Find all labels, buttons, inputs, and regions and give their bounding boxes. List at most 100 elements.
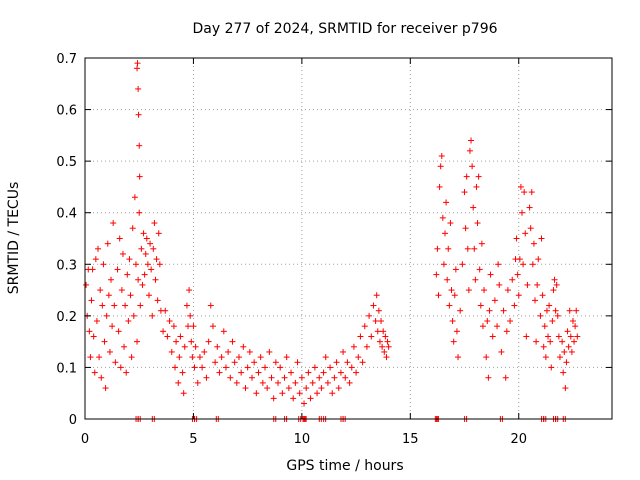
data-point — [151, 220, 158, 227]
data-point — [478, 240, 485, 247]
data-point — [251, 359, 258, 366]
data-point — [353, 369, 360, 376]
data-point — [445, 245, 452, 252]
data-point — [502, 374, 509, 381]
data-point — [222, 364, 229, 371]
data-point — [112, 359, 119, 366]
y-tick-label: 0.7 — [56, 52, 77, 67]
data-point — [485, 374, 492, 381]
data-point — [145, 292, 152, 299]
data-point — [545, 333, 552, 340]
data-point — [357, 333, 364, 340]
data-point — [327, 364, 334, 371]
data-point — [207, 302, 214, 309]
data-point — [214, 343, 221, 350]
data-point — [449, 318, 456, 325]
data-point — [320, 369, 327, 376]
data-point — [108, 276, 115, 283]
data-point — [382, 333, 389, 340]
data-point — [140, 230, 147, 237]
data-point — [335, 385, 342, 392]
data-point — [227, 374, 234, 381]
data-point — [494, 323, 501, 330]
data-point — [344, 359, 351, 366]
data-point — [516, 256, 523, 263]
data-point — [168, 348, 175, 355]
data-point — [514, 271, 521, 278]
data-point — [135, 111, 142, 118]
data-point — [491, 297, 498, 304]
data-point — [90, 333, 97, 340]
data-point — [562, 385, 569, 392]
data-point — [457, 307, 464, 314]
data-point — [201, 348, 208, 355]
data-point — [176, 354, 183, 361]
data-point — [225, 348, 232, 355]
x-tick-label: 15 — [402, 432, 419, 447]
data-point — [484, 318, 491, 325]
data-point — [568, 348, 575, 355]
data-point — [188, 338, 195, 345]
data-point — [106, 348, 113, 355]
data-point — [437, 163, 444, 170]
data-point — [132, 261, 139, 268]
data-point — [147, 240, 154, 247]
data-point — [303, 385, 310, 392]
data-point — [528, 189, 535, 196]
data-point — [476, 266, 483, 273]
data-point — [466, 147, 473, 154]
data-point — [366, 312, 373, 319]
data-point — [552, 307, 559, 314]
data-point — [509, 276, 516, 283]
data-point — [376, 338, 383, 345]
data-point — [87, 354, 94, 361]
data-point — [379, 343, 386, 350]
data-point — [542, 354, 549, 361]
data-point — [385, 343, 392, 350]
data-point — [95, 245, 102, 252]
data-point — [296, 390, 303, 397]
data-point — [348, 364, 355, 371]
data-point — [572, 323, 579, 330]
data-point — [530, 240, 537, 247]
data-point — [498, 348, 505, 355]
data-point — [149, 312, 156, 319]
data-point — [181, 343, 188, 350]
data-point — [539, 292, 546, 299]
data-point — [125, 318, 132, 325]
data-point — [102, 385, 109, 392]
data-point — [119, 250, 126, 257]
data-point — [192, 343, 199, 350]
data-point — [277, 364, 284, 371]
data-point — [275, 379, 282, 386]
data-point — [156, 261, 163, 268]
data-point — [363, 343, 370, 350]
data-point — [526, 204, 533, 211]
data-point — [104, 240, 111, 247]
data-point — [439, 214, 446, 221]
data-point — [384, 338, 391, 345]
data-point — [305, 369, 312, 376]
data-point — [495, 261, 502, 268]
data-point — [136, 209, 143, 216]
data-point — [141, 271, 148, 278]
data-point — [248, 374, 255, 381]
y-tick-labels: 0 0.1 0.2 0.3 0.4 0.5 0.6 0.7 — [56, 52, 77, 428]
data-point — [368, 333, 375, 340]
data-point — [101, 338, 108, 345]
data-point — [567, 333, 574, 340]
data-point — [244, 364, 251, 371]
data-point — [187, 312, 194, 319]
data-point — [97, 287, 104, 294]
data-point — [518, 209, 525, 216]
data-point — [450, 338, 457, 345]
data-point — [350, 343, 357, 350]
data-point — [294, 359, 301, 366]
data-point — [517, 183, 524, 190]
data-point — [136, 142, 143, 149]
data-point — [110, 220, 117, 227]
gridlines — [85, 58, 612, 419]
data-point — [212, 359, 219, 366]
data-point — [537, 312, 544, 319]
data-point — [137, 302, 144, 309]
